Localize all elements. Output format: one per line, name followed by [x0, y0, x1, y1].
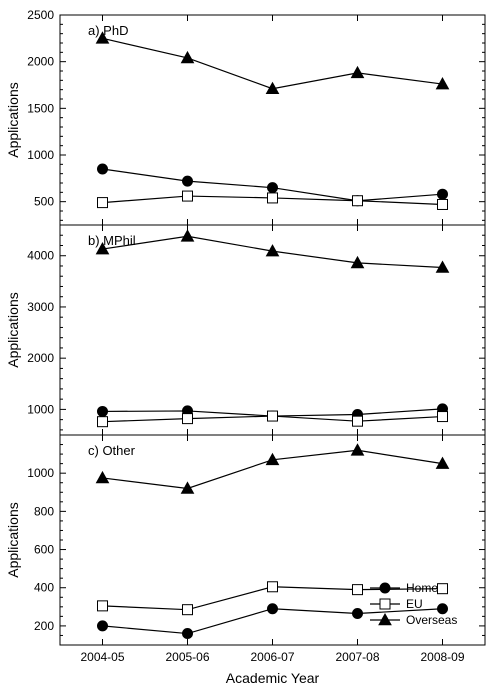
svg-text:2006-07: 2006-07: [250, 650, 294, 664]
svg-text:1000: 1000: [27, 466, 54, 480]
svg-text:2007-08: 2007-08: [335, 650, 379, 664]
marker-eu: [438, 199, 448, 209]
panel-label-c: c) Other: [88, 443, 136, 458]
legend-marker-eu: [380, 599, 390, 609]
series-line-overseas: [103, 38, 443, 88]
marker-home: [98, 621, 108, 631]
svg-text:400: 400: [34, 581, 54, 595]
panel-label-a: a) PhD: [88, 23, 128, 38]
marker-eu: [98, 198, 108, 208]
marker-overseas: [352, 67, 364, 78]
y-axis-label-c: Applications: [5, 502, 21, 578]
svg-text:2005-06: 2005-06: [165, 650, 209, 664]
legend-label-eu: EU: [406, 597, 423, 611]
svg-text:600: 600: [34, 543, 54, 557]
svg-text:200: 200: [34, 619, 54, 633]
svg-text:2000: 2000: [27, 55, 54, 69]
marker-eu: [183, 191, 193, 201]
marker-eu: [353, 416, 363, 426]
marker-eu: [183, 605, 193, 615]
marker-eu: [353, 196, 363, 206]
marker-eu: [98, 601, 108, 611]
marker-eu: [438, 584, 448, 594]
marker-eu: [353, 585, 363, 595]
marker-eu: [268, 411, 278, 421]
svg-text:1500: 1500: [27, 101, 54, 115]
legend-label-overseas: Overseas: [406, 613, 457, 627]
svg-text:4000: 4000: [27, 249, 54, 263]
marker-home: [183, 629, 193, 639]
marker-home: [98, 164, 108, 174]
svg-text:1000: 1000: [27, 402, 54, 416]
marker-eu: [183, 414, 193, 424]
marker-eu: [268, 582, 278, 592]
svg-text:2000: 2000: [27, 351, 54, 365]
stacked-line-chart: 500 1000 1500 2000 2500 a) PhD Applications 100…: [0, 0, 500, 689]
marker-home: [353, 609, 363, 619]
svg-text:2004-05: 2004-05: [80, 650, 124, 664]
legend-label-home: Home: [406, 581, 438, 595]
legend-marker-home: [380, 583, 390, 593]
y-axis-label-a: Applications: [5, 82, 21, 158]
marker-eu: [268, 193, 278, 203]
svg-text:2008-09: 2008-09: [420, 650, 464, 664]
marker-home: [268, 604, 278, 614]
panel-label-b: b) MPhil: [88, 233, 136, 248]
x-axis-label: Academic Year: [226, 670, 320, 686]
marker-home: [268, 183, 278, 193]
y-axis-label-b: Applications: [5, 292, 21, 368]
marker-eu: [438, 412, 448, 422]
svg-text:2500: 2500: [27, 8, 54, 22]
marker-eu: [98, 417, 108, 427]
svg-text:1000: 1000: [27, 148, 54, 162]
chart-svg: 500 1000 1500 2000 2500 a) PhD Applications 100…: [0, 0, 500, 689]
marker-home: [438, 189, 448, 199]
marker-home: [98, 406, 108, 416]
marker-overseas: [97, 472, 109, 483]
marker-overseas: [182, 230, 194, 241]
svg-text:800: 800: [34, 504, 54, 518]
marker-overseas: [352, 444, 364, 455]
svg-text:500: 500: [34, 195, 54, 209]
marker-home: [183, 176, 193, 186]
svg-text:3000: 3000: [27, 300, 54, 314]
